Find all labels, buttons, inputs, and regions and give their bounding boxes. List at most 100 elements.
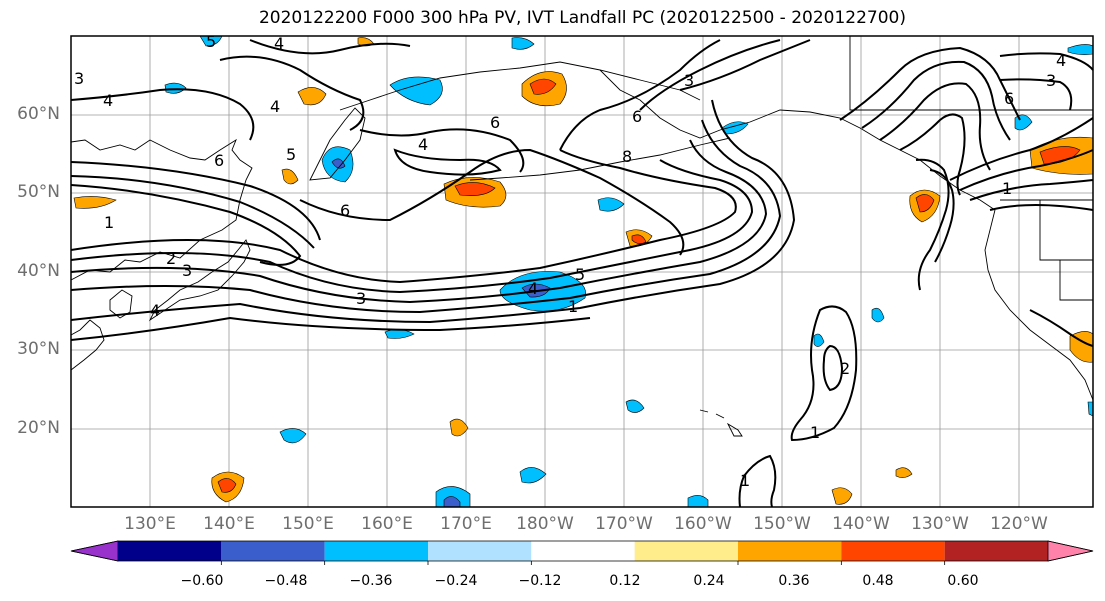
contour-line (299, 148, 685, 256)
contour-label: 4 (418, 135, 428, 154)
contour-line (219, 55, 365, 131)
siberia-coast (339, 61, 701, 111)
lat-label-60n: 60°N (17, 104, 60, 124)
colorbar-tick-label: −0.24 (434, 573, 478, 589)
colorbar-segment (118, 541, 222, 561)
asia-coast (70, 138, 253, 281)
contour-label: 1 (740, 471, 750, 490)
contour-line (70, 149, 737, 284)
contour-line (999, 52, 1094, 71)
colorbar-outline (70, 540, 1094, 562)
lon-label-130w: 130°W (911, 514, 969, 534)
colorbar-tick-label: −0.48 (264, 573, 308, 589)
contour-label: 8 (622, 147, 632, 166)
contour-label: 1 (1002, 179, 1012, 198)
lon-label-170e: 170°E (440, 514, 492, 534)
contour-line (839, 46, 1021, 121)
lon-label-160e: 160°E (361, 514, 413, 534)
neg-patch (511, 37, 535, 50)
neg-patch (279, 428, 307, 444)
lat-label-50n: 50°N (17, 182, 60, 202)
contour-label: 6 (1004, 89, 1014, 108)
neg-patch (625, 399, 645, 413)
contour-line (822, 344, 844, 392)
state-lines (1039, 200, 1093, 301)
lat-label-30n: 30°N (17, 339, 60, 359)
contour-line (790, 305, 858, 442)
lon-label-140w: 140°W (832, 514, 890, 534)
contour-line (1029, 309, 1094, 347)
contour-line (899, 113, 966, 196)
contour-label: 3 (1046, 71, 1056, 90)
contour-label: 1 (810, 423, 820, 442)
alaska-coast (599, 69, 996, 211)
neg-patch (389, 76, 443, 106)
colorbar-tick-label: 0.24 (693, 573, 725, 589)
lon-label-150e: 150°E (282, 514, 334, 534)
neg-patch (164, 82, 187, 94)
pos-patch (831, 487, 853, 505)
contour-line (70, 316, 591, 341)
pos-patch (454, 182, 496, 196)
contour-line (949, 117, 1094, 181)
contour-line (679, 39, 811, 91)
contour-line (915, 158, 950, 291)
contour-line (999, 78, 1073, 111)
contour-label: 4 (103, 91, 113, 110)
contour-label: 6 (214, 151, 224, 170)
contour-label: 3 (356, 289, 366, 308)
pos-patch (529, 78, 557, 95)
contour-label: 3 (182, 261, 192, 280)
neg-patch (687, 495, 709, 508)
lon-label-120w: 120°W (990, 514, 1048, 534)
lat-label-40n: 40°N (17, 261, 60, 281)
contour-label: 6 (340, 201, 350, 220)
contour-label: 4 (528, 279, 538, 298)
contour-line (989, 204, 1094, 211)
pos-patch (915, 194, 935, 213)
coastlines (70, 36, 1094, 437)
canada-box (849, 36, 1093, 111)
contour-line (359, 128, 525, 173)
neg-patch (443, 496, 461, 508)
colorbar-tick-label: 0.60 (947, 573, 979, 589)
contour-line (929, 169, 955, 263)
contours (70, 39, 1094, 508)
colorbar-segment (944, 541, 1048, 561)
contour-label: 5 (286, 145, 296, 164)
contour-line (70, 119, 782, 314)
contour-line (969, 179, 1094, 201)
contour-line (959, 149, 1094, 191)
neg-patch (597, 197, 625, 212)
contour-line (738, 454, 777, 508)
contour-line (879, 82, 991, 171)
contour-label: 4 (274, 34, 284, 53)
contour-label: 4 (270, 97, 280, 116)
colorbar-extend-max (1047, 540, 1094, 562)
contour-line (70, 139, 768, 304)
contour-line (70, 159, 754, 294)
contour-label: 6 (632, 107, 642, 126)
contour-line (70, 161, 321, 241)
lon-label-150w: 150°W (753, 514, 811, 534)
contour-label: 4 (1056, 51, 1066, 70)
contour-label: 3 (74, 69, 84, 88)
korea-coast (109, 289, 133, 319)
map-title: 2020122200 F000 300 hPa PV, IVT Landfall… (258, 8, 906, 28)
na-coast (984, 209, 1094, 401)
colorbar-segment (634, 541, 738, 561)
contour-line (861, 60, 1011, 141)
contour-line (249, 39, 411, 55)
contour-label: 5 (575, 265, 585, 284)
contour-label: 2 (166, 249, 176, 268)
contour-line (393, 148, 502, 176)
colorbar-tick-label: 0.36 (778, 573, 810, 589)
map-border (70, 35, 1094, 508)
neg-patch (871, 307, 885, 323)
neg-patch (813, 333, 825, 347)
colorbar-tick-label: −0.36 (349, 573, 393, 589)
pos-patch (217, 478, 237, 493)
pos-patch (449, 418, 469, 437)
colorbar-tick-label: −0.60 (180, 573, 224, 589)
kamchatka (309, 107, 366, 181)
